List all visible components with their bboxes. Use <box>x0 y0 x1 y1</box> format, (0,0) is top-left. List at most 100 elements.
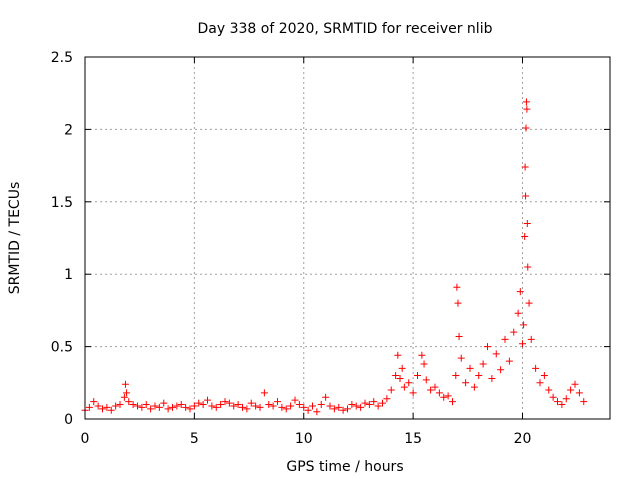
y-axis-label: SRMTID / TECUs <box>7 182 23 295</box>
data-point <box>497 366 505 374</box>
x-tick-label: 15 <box>404 431 422 447</box>
data-point <box>134 402 141 410</box>
data-point <box>160 399 168 407</box>
y-tick-label: 0 <box>64 412 73 428</box>
y-tick-label: 1 <box>64 267 73 283</box>
data-point <box>265 401 273 409</box>
data-point <box>335 403 343 411</box>
data-point <box>454 299 462 307</box>
data-point <box>522 192 530 200</box>
data-point <box>418 351 426 359</box>
x-tick-label: 0 <box>81 431 90 447</box>
data-point <box>195 399 203 407</box>
data-point <box>129 401 137 409</box>
data-point <box>524 263 532 271</box>
data-point <box>394 351 402 359</box>
x-tick-label: 5 <box>190 431 199 447</box>
x-tick-label: 10 <box>295 431 313 447</box>
data-point <box>440 393 448 401</box>
data-point <box>230 402 238 410</box>
data-point <box>147 405 155 413</box>
data-point <box>199 401 207 409</box>
data-point <box>348 401 356 409</box>
data-point <box>540 372 548 380</box>
y-tick-label: 2 <box>64 122 73 138</box>
data-point <box>300 403 308 411</box>
data-point <box>479 360 487 368</box>
data-point <box>344 405 351 413</box>
data-point <box>120 393 128 401</box>
data-point <box>85 403 93 411</box>
data-point <box>536 379 544 387</box>
data-point <box>138 403 146 411</box>
data-point <box>186 405 194 413</box>
data-point <box>409 389 417 397</box>
data-point <box>282 405 290 413</box>
data-point <box>522 98 530 106</box>
data-point <box>330 405 338 413</box>
data-point <box>94 402 102 410</box>
data-point <box>521 163 529 171</box>
data-point <box>580 398 588 406</box>
data-point <box>361 399 369 407</box>
data-point <box>571 380 579 388</box>
data-point <box>142 401 150 409</box>
x-tick-label: 20 <box>514 431 532 447</box>
axis-ticks: 0 5 10 15 20 0 0.5 1 1.5 2 2.5 <box>51 50 610 447</box>
data-point <box>558 401 566 409</box>
data-point <box>278 403 286 411</box>
data-point <box>239 403 246 411</box>
data-point <box>225 399 233 407</box>
y-tick-label: 1.5 <box>51 195 73 211</box>
data-point <box>90 398 98 406</box>
data-point <box>190 402 198 410</box>
data-point <box>444 392 452 400</box>
data-point <box>462 379 470 387</box>
data-point <box>457 354 465 362</box>
data-point <box>177 401 185 409</box>
grid <box>85 57 610 419</box>
data-point <box>234 401 242 409</box>
y-tick-label: 2.5 <box>51 50 73 66</box>
data-point <box>501 335 509 343</box>
data-point <box>525 299 533 307</box>
data-point <box>435 389 443 397</box>
data-point <box>151 402 159 410</box>
data-point <box>295 401 303 409</box>
data-point <box>466 364 474 372</box>
data-point <box>217 401 225 409</box>
data-point <box>492 350 500 358</box>
data-point <box>488 374 496 382</box>
data-point <box>392 372 400 380</box>
data-point <box>567 386 575 394</box>
data-point <box>519 340 526 348</box>
data-point <box>339 406 347 414</box>
data-point <box>523 105 531 113</box>
data-point <box>575 389 583 397</box>
data-point <box>470 383 478 391</box>
data-point <box>549 393 557 401</box>
y-tick-label: 0.5 <box>51 340 73 356</box>
data-point <box>365 401 373 409</box>
data-point <box>287 402 295 410</box>
data-point <box>260 389 268 397</box>
data-point <box>475 372 483 380</box>
data-point <box>313 408 321 416</box>
data-point <box>212 403 220 411</box>
data-point <box>449 398 456 406</box>
data-point <box>304 406 312 414</box>
data-point <box>532 364 540 372</box>
plot-frame <box>84 56 611 420</box>
data-point <box>164 405 172 413</box>
data-point <box>317 401 325 409</box>
data-point <box>405 379 413 387</box>
data-point <box>173 402 181 410</box>
data-point <box>453 283 461 291</box>
data-point <box>204 396 211 404</box>
data-point <box>484 343 491 351</box>
data-point <box>112 402 120 410</box>
data-point <box>452 372 460 380</box>
data-point <box>370 398 378 406</box>
data-point <box>169 403 176 411</box>
